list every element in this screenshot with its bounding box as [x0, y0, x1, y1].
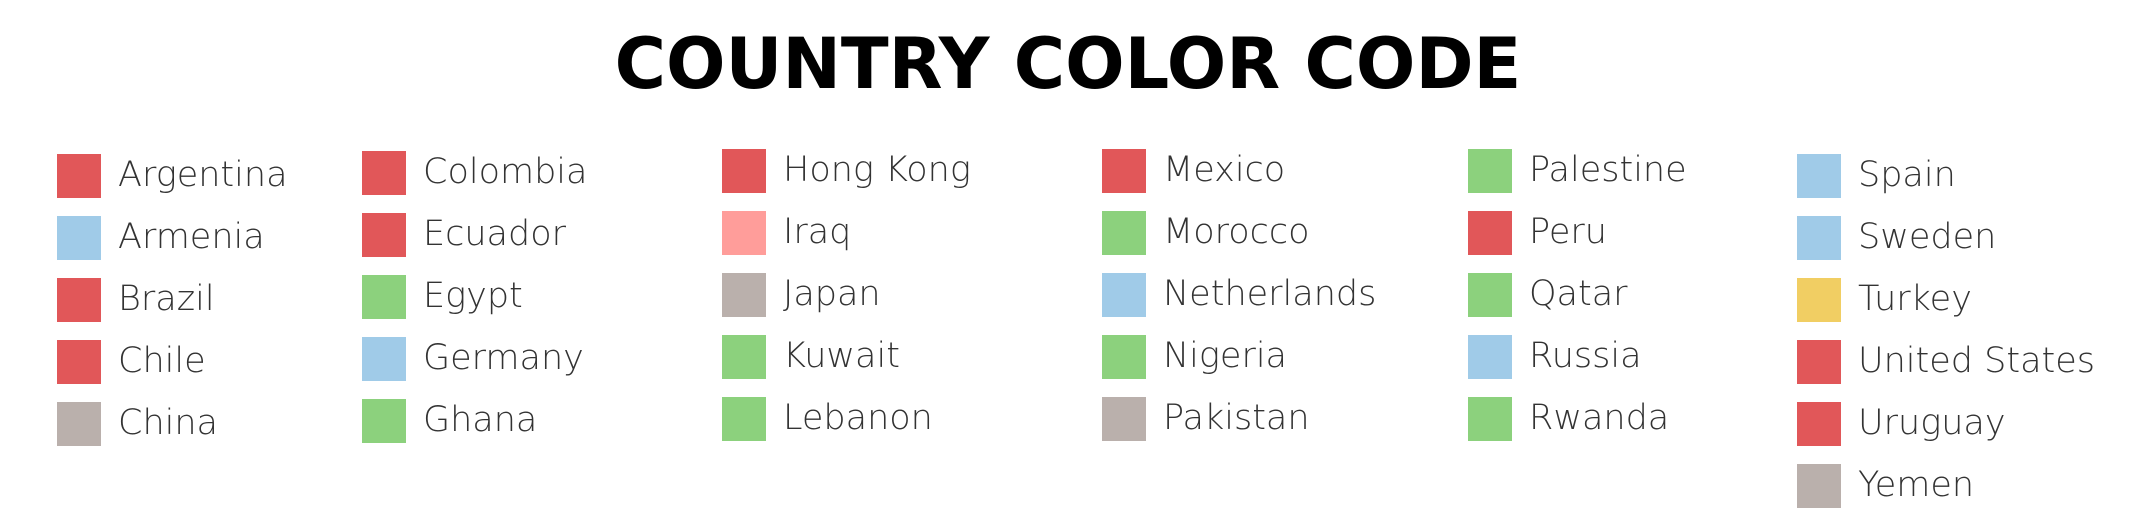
legend-label-uruguay: Uruguay [1858, 403, 2006, 443]
legend-swatch-turkey [1797, 278, 1841, 322]
chart-title: COUNTRY COLOR CODE [614, 23, 1522, 105]
legend-label-ghana: Ghana [423, 400, 538, 440]
legend-swatch-china [57, 402, 101, 446]
legend-swatch-morocco [1102, 211, 1146, 255]
legend-label-egypt: Egypt [423, 276, 523, 316]
legend-swatch-japan [722, 273, 766, 317]
legend-label-nigeria: Nigeria [1163, 336, 1288, 376]
legend-swatch-colombia [362, 151, 406, 195]
legend-label-hong-kong: Hong Kong [783, 150, 971, 190]
legend-label-chile: Chile [118, 341, 206, 381]
legend-label-lebanon: Lebanon [783, 398, 933, 438]
legend-label-brazil: Brazil [118, 279, 215, 319]
legend-swatch-rwanda [1468, 397, 1512, 441]
legend-label-sweden: Sweden [1858, 217, 1997, 257]
legend-swatch-brazil [57, 278, 101, 322]
legend-swatch-ecuador [362, 213, 406, 257]
legend-swatch-lebanon [722, 397, 766, 441]
legend-swatch-uruguay [1797, 402, 1841, 446]
legend-label-united-states: United States [1858, 341, 2096, 381]
legend-swatch-mexico [1102, 149, 1146, 193]
legend-swatch-palestine [1468, 149, 1512, 193]
legend-label-armenia: Armenia [118, 217, 265, 257]
legend-swatch-germany [362, 337, 406, 381]
legend-swatch-hong-kong [722, 149, 766, 193]
legend-label-netherlands: Netherlands [1163, 274, 1377, 314]
legend-swatch-nigeria [1102, 335, 1146, 379]
legend-swatch-netherlands [1102, 273, 1146, 317]
legend-swatch-armenia [57, 216, 101, 260]
legend-swatch-peru [1468, 211, 1512, 255]
legend-swatch-egypt [362, 275, 406, 319]
legend-label-yemen: Yemen [1858, 465, 1975, 505]
legend-label-mexico: Mexico [1163, 150, 1286, 190]
legend-label-kuwait: Kuwait [783, 336, 900, 376]
legend-label-argentina: Argentina [118, 155, 288, 195]
legend-swatch-pakistan [1102, 397, 1146, 441]
legend-swatch-sweden [1797, 216, 1841, 260]
legend-swatch-qatar [1468, 273, 1512, 317]
legend-label-rwanda: Rwanda [1529, 398, 1670, 438]
legend-label-colombia: Colombia [423, 152, 588, 192]
legend-swatch-kuwait [722, 335, 766, 379]
legend-label-palestine: Palestine [1529, 150, 1687, 190]
legend-label-iraq: Iraq [783, 212, 852, 252]
legend-label-turkey: Turkey [1858, 279, 1972, 319]
legend-swatch-spain [1797, 154, 1841, 198]
legend-label-spain: Spain [1858, 155, 1956, 195]
legend-swatch-iraq [722, 211, 766, 255]
legend-label-germany: Germany [423, 338, 584, 378]
legend-label-qatar: Qatar [1529, 274, 1628, 314]
legend-label-japan: Japan [783, 274, 881, 314]
legend-label-ecuador: Ecuador [423, 214, 567, 254]
legend-label-morocco: Morocco [1163, 212, 1310, 252]
legend-swatch-russia [1468, 335, 1512, 379]
legend-swatch-argentina [57, 154, 101, 198]
legend-swatch-united-states [1797, 340, 1841, 384]
legend-label-china: China [118, 403, 218, 443]
legend-label-peru: Peru [1529, 212, 1607, 252]
legend-label-russia: Russia [1529, 336, 1642, 376]
legend-label-pakistan: Pakistan [1163, 398, 1310, 438]
legend-swatch-ghana [362, 399, 406, 443]
legend-swatch-chile [57, 340, 101, 384]
legend-swatch-yemen [1797, 464, 1841, 508]
